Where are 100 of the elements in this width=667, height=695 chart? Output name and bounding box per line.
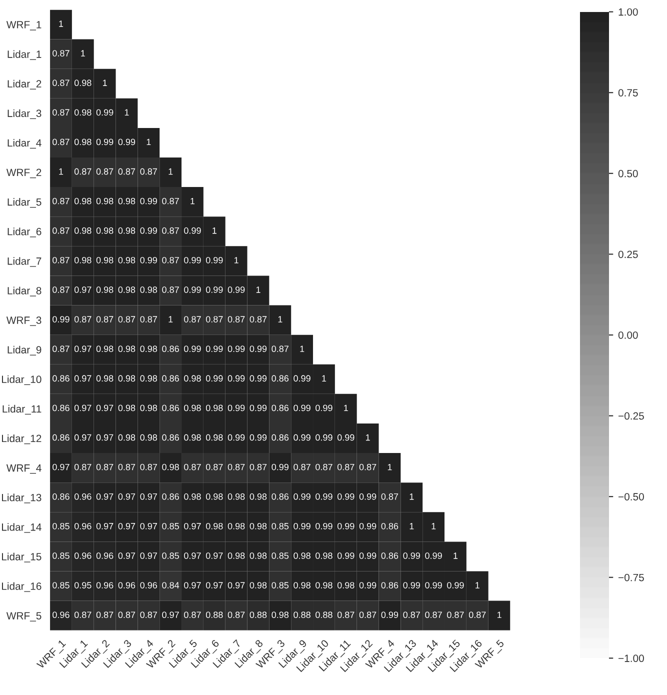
y-tick-label: Lidar_1	[8, 50, 42, 60]
data-label: 0.99	[316, 434, 332, 441]
data-label: 0.98	[74, 109, 92, 116]
data-label: 0.97	[228, 582, 245, 588]
data-label: 0.87	[52, 198, 70, 204]
data-label: 0.98	[316, 582, 332, 588]
data-label: 0.98	[96, 375, 114, 382]
data-label: 0.97	[96, 404, 114, 412]
data-label: 0.86	[52, 493, 70, 500]
data-label: 0.87	[52, 346, 70, 352]
y-tick-label: WRF_4	[6, 464, 42, 474]
data-label: 0.99	[206, 375, 223, 382]
data-label: 0.86	[162, 493, 179, 500]
y-tick-label: Lidar_3	[8, 109, 42, 120]
data-label: 0.99	[337, 493, 354, 500]
data-label: 1	[432, 523, 436, 530]
y-tick-label: Lidar_14	[2, 523, 42, 533]
data-label: 0.98	[118, 227, 136, 234]
data-label: 0.87	[118, 464, 136, 470]
data-label: 0.87	[162, 286, 179, 293]
data-label: 0.99	[272, 464, 288, 470]
data-label: 1	[410, 523, 414, 530]
data-label: 0.87	[359, 464, 376, 470]
data-label: 0.98	[118, 434, 136, 441]
data-label: 0.87	[206, 464, 223, 470]
data-label: 0.86	[52, 375, 70, 382]
color-bar-label: 0.00	[618, 331, 638, 339]
data-label: 0.98	[140, 404, 158, 412]
data-label: 1	[344, 404, 348, 412]
data-label: 0.84	[162, 582, 180, 588]
data-label: 0.87	[52, 227, 70, 234]
data-label: 1	[146, 138, 151, 146]
data-label: 0.98	[184, 404, 201, 412]
data-label: 0.88	[250, 612, 267, 618]
data-label: 0.99	[228, 404, 245, 412]
data-label: 0.99	[294, 493, 310, 500]
data-label: 0.97	[74, 346, 92, 352]
data-label: 0.99	[228, 346, 245, 352]
data-label: 0.87	[162, 227, 179, 234]
data-label: 0.85	[52, 552, 70, 559]
data-label: 0.99	[228, 286, 245, 293]
data-label: 0.99	[316, 522, 332, 530]
y-tick-label: WRF_5	[6, 612, 42, 622]
data-label: 0.86	[381, 552, 398, 559]
data-label: 0.99	[359, 493, 376, 500]
data-label: 0.99	[381, 612, 398, 618]
data-label: 0.98	[316, 552, 332, 559]
data-label: 0.87	[337, 612, 354, 618]
data-label: 0.97	[96, 493, 114, 500]
data-label: 0.98	[140, 375, 158, 382]
data-label: 0.99	[140, 256, 158, 264]
data-label: 0.99	[206, 286, 223, 293]
data-label: 0.96	[118, 582, 136, 588]
data-label: 1	[256, 286, 260, 293]
data-label: 0.97	[96, 522, 114, 530]
data-label: 0.99	[359, 582, 376, 588]
data-label: 0.97	[140, 522, 157, 530]
data-label: 0.97	[140, 552, 157, 559]
color-bar-label: −0.50	[618, 493, 644, 500]
data-label: 0.97	[206, 582, 223, 588]
data-label: 0.99	[250, 375, 267, 382]
data-label: 0.99	[447, 582, 464, 588]
data-label: 0.97	[74, 375, 92, 382]
data-label: 0.87	[140, 612, 157, 618]
data-label: 0.99	[206, 346, 223, 352]
data-label: 0.86	[381, 522, 398, 530]
data-label: 0.97	[118, 493, 136, 500]
data-label: 0.98	[118, 286, 136, 293]
data-label: 0.85	[52, 522, 70, 530]
data-label: 0.99	[403, 582, 420, 588]
data-label: 0.98	[184, 434, 201, 441]
data-label: 0.99	[228, 375, 245, 382]
data-label: 0.98	[294, 582, 310, 588]
data-label: 0.85	[272, 552, 289, 559]
data-label: 0.87	[272, 346, 288, 352]
data-label: 0.98	[206, 434, 223, 441]
y-tick-label: Lidar_7	[8, 257, 42, 267]
data-label: 0.97	[162, 612, 179, 618]
data-label: 0.87	[52, 138, 70, 146]
data-label: 0.87	[447, 612, 464, 618]
data-label: 0.87	[468, 612, 486, 618]
data-label: 0.96	[74, 493, 92, 500]
data-label: 1	[278, 316, 282, 322]
data-label: 0.86	[381, 582, 398, 588]
data-label: 0.86	[162, 404, 179, 412]
data-label: 0.99	[403, 552, 420, 559]
data-label: 0.87	[250, 464, 267, 470]
data-label: 0.97	[74, 404, 92, 412]
data-label: 1	[190, 198, 195, 204]
data-label: 0.87	[52, 109, 70, 116]
data-label: 0.99	[316, 404, 332, 412]
data-label: 0.85	[162, 552, 179, 559]
data-label: 0.85	[162, 522, 179, 530]
data-label: 0.98	[294, 552, 310, 559]
data-label: 0.96	[96, 552, 114, 559]
data-label: 0.98	[228, 552, 245, 559]
y-tick-label: WRF_3	[6, 316, 42, 326]
data-label: 0.87	[52, 50, 70, 56]
data-label: 0.99	[96, 109, 114, 116]
data-label: 0.99	[316, 493, 332, 500]
